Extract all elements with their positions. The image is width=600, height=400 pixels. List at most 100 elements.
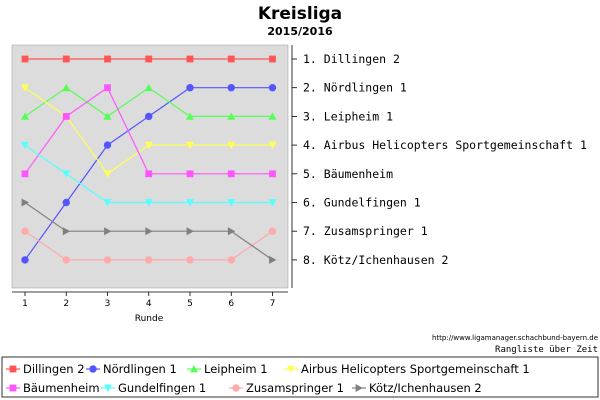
legend-label: Leipheim 1: [204, 362, 268, 376]
data-point: [145, 227, 153, 236]
legend-swatch-marker: [190, 365, 198, 373]
data-point: [269, 170, 276, 178]
data-point: [62, 55, 70, 63]
data-point: [227, 199, 236, 207]
legend-item: Gundelfingen 1: [101, 381, 206, 395]
legend-box: [1, 356, 599, 398]
rank-label: 1. Dillingen 2: [303, 52, 400, 66]
data-point: [268, 227, 277, 235]
data-point: [62, 83, 71, 92]
data-point: [144, 199, 153, 207]
legend-swatch-marker: [9, 384, 17, 392]
legend-item: Bäumenheim: [6, 381, 100, 395]
data-point: [268, 112, 277, 120]
chart-note: Rangliste über Zeit: [495, 345, 598, 355]
legend-swatch-marker: [89, 365, 97, 373]
rank-label: 2. Nördlingen 1: [303, 81, 407, 95]
data-point: [103, 141, 112, 149]
chart-title: Kreisliga: [258, 4, 342, 24]
data-point: [186, 84, 194, 92]
data-point: [227, 55, 235, 63]
data-point: [145, 256, 153, 264]
x-axis-label: Runde: [135, 314, 164, 324]
data-point: [227, 84, 235, 92]
data-point: [269, 255, 277, 264]
legend-item: Nördlingen 1: [86, 362, 177, 376]
data-point: [62, 256, 70, 264]
data-point: [268, 141, 277, 150]
data-point: [103, 170, 112, 178]
rank-label: 4. Airbus Helicopters Sportgemeinschaft …: [303, 138, 587, 152]
data-point: [269, 55, 276, 63]
x-tick-label: 6: [228, 299, 234, 309]
series-8: [21, 198, 277, 264]
x-tick-label: 5: [187, 299, 193, 309]
data-point: [104, 227, 112, 236]
rank-label: 7. Zusamspringer 1: [303, 224, 428, 238]
data-point: [144, 141, 153, 150]
data-point: [145, 112, 153, 121]
data-point: [62, 198, 70, 207]
data-point: [186, 227, 194, 236]
legend-swatch-marker: [287, 365, 295, 373]
data-point: [21, 227, 29, 235]
legend: Dillingen 2 Nördlingen 1 Leipheim 1 Airbus …: [6, 362, 530, 395]
series-3: [21, 83, 277, 120]
legend-label: Kötz/Ichenhausen 2: [369, 381, 482, 395]
chart-subtitle: 2015/2016: [267, 25, 333, 38]
legend-label: Zusamspringer 1: [246, 381, 344, 395]
data-point: [21, 170, 29, 178]
legend-item: Airbus Helicopters Sportgemeinschaft 1: [284, 362, 530, 376]
rank-label: 3. Leipheim 1: [303, 109, 393, 123]
data-point: [227, 256, 235, 264]
legend-swatch-marker: [9, 365, 17, 373]
legend-label: Nördlingen 1: [103, 362, 177, 376]
series-1: [21, 55, 276, 63]
data-point: [268, 199, 277, 207]
legend-swatch-marker: [232, 384, 240, 392]
data-point: [103, 112, 112, 120]
data-point: [186, 55, 194, 63]
legend-item: Kötz/Ichenhausen 2: [352, 381, 482, 395]
data-point: [268, 84, 277, 92]
series-5: [21, 84, 276, 178]
series-2: [21, 84, 277, 264]
data-point: [227, 112, 236, 120]
data-point: [103, 256, 112, 264]
data-point: [145, 55, 153, 63]
legend-swatch-marker: [104, 384, 112, 392]
data-point: [21, 198, 29, 207]
series-6: [21, 141, 277, 207]
data-point: [62, 170, 71, 178]
data-point: [186, 141, 194, 150]
rank-label: 8. Kötz/Ichenhausen 2: [303, 253, 448, 267]
data-point: [144, 83, 153, 92]
legend-item: Zusamspringer 1: [229, 381, 344, 395]
data-point: [103, 199, 112, 207]
data-point: [62, 113, 70, 120]
data-point: [227, 227, 236, 236]
plot-area: [11, 44, 289, 289]
x-tick-label: 7: [270, 299, 276, 309]
data-point: [186, 199, 194, 207]
legend-label: Bäumenheim: [23, 381, 100, 395]
data-point: [227, 141, 236, 150]
x-tick-label: 3: [105, 299, 111, 309]
legend-label: Dillingen 2: [23, 362, 85, 376]
x-tick-label: 1: [22, 299, 28, 309]
data-point: [21, 256, 29, 264]
x-tick-label: 2: [63, 299, 69, 309]
data-point: [21, 55, 29, 63]
data-point: [145, 170, 153, 178]
x-axis-ticks: 1 2 3 4 5 6 7: [22, 292, 275, 309]
x-tick-label: 4: [146, 299, 152, 309]
data-point: [104, 84, 111, 92]
legend-swatch-marker: [355, 384, 363, 392]
series-layer: [21, 55, 277, 264]
legend-item: Leipheim 1: [187, 362, 268, 376]
data-point: [62, 227, 71, 236]
series-7: [21, 227, 277, 264]
data-point: [104, 55, 111, 63]
legend-label: Airbus Helicopters Sportgemeinschaft 1: [301, 362, 530, 376]
